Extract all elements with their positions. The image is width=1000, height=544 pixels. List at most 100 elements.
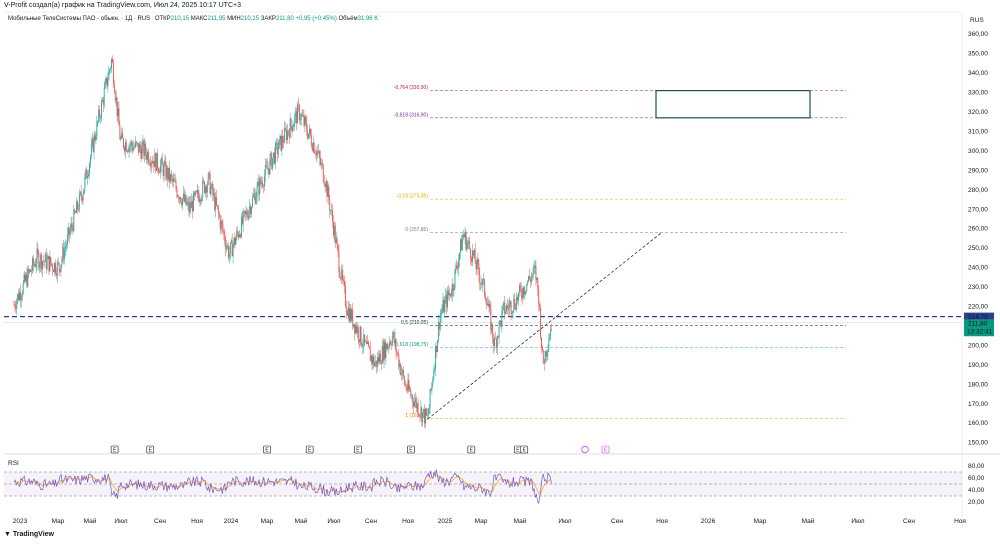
candle-body [367,341,369,346]
candle-body [270,153,272,159]
candle-body [292,126,294,132]
candle-body [141,145,143,159]
candle-body [136,142,138,144]
candle-body [59,269,61,272]
candle-body [413,401,414,407]
candle-body [131,141,133,147]
candle-body [162,164,164,176]
candle-body [26,274,28,287]
time-tick-label: Сен [611,518,623,525]
candle-body [96,121,98,138]
candle-body [54,263,56,274]
candle-body [424,408,426,424]
candle-body [364,334,366,343]
candle-body [472,250,474,256]
candle-body [334,225,336,243]
candle-body [368,345,370,349]
candle-body [31,258,33,271]
candle-body [410,390,412,396]
candle-body [35,264,37,267]
candle-body [183,193,185,202]
candle-body [210,187,212,195]
candle-body [451,284,453,296]
candle-body [193,192,195,196]
candle-body [74,209,76,213]
candle-body [295,111,297,116]
price-tick-label: 360,00 [968,31,988,38]
candle-body [118,108,120,126]
fib-levels: -0,764 (330,90) -0,618 (316,90) -0,18 (275… [4,85,962,419]
candle-body [231,239,233,257]
candle-body [394,339,396,344]
price-tick-label: 170,00 [968,401,988,408]
candle-body [550,329,552,337]
earnings-marker-label: E [523,448,527,454]
candle-body [304,117,306,126]
candle-body [86,169,88,179]
candle-body [323,181,325,186]
candle-body [126,150,128,152]
candle-body [287,130,289,133]
candle-body [202,180,204,198]
candle-body [73,209,75,231]
candle-body [391,335,393,345]
candle-body [319,151,321,158]
candle-body [182,198,183,206]
earnings-marker [263,445,271,454]
candle-body [376,360,378,367]
candle-body [215,196,217,210]
target-box [655,89,811,119]
candle-body [128,146,130,152]
candle-body [87,175,89,179]
candle-body [358,339,360,343]
candle-body [501,311,503,327]
candle-body [68,227,70,236]
candle-body [133,147,135,151]
candle-body [120,138,122,140]
candle-body [466,242,468,250]
candle-body [173,178,175,182]
candle-body [170,174,171,182]
candle-body [342,269,344,280]
candle-body [385,343,387,358]
candle-body [372,356,374,364]
candle-body [519,285,521,289]
candle-body [33,264,35,266]
candle-body [441,310,443,313]
candle-body [272,158,274,169]
candle-body [40,254,42,265]
candle-body [159,164,161,174]
dividend-marker [601,445,610,454]
candle-body [341,269,343,280]
candle-body [262,182,263,187]
dividend-marker-label: E [604,448,608,454]
candle-body [393,332,395,344]
candle-body [390,342,391,345]
candle-body [521,295,523,299]
candle-body [333,225,335,236]
candle-body [366,341,368,344]
candle-body [305,117,307,122]
candle-body [167,167,169,180]
candle-body [312,142,314,151]
fib-level-label: -0,764 (330,90) [394,85,429,91]
candle-body [373,356,375,366]
candle-body [379,353,381,364]
candle-body [112,62,114,85]
candle-body [327,186,329,197]
price-tick-label: 230,00 [968,284,988,291]
candle-body [271,153,273,169]
currency-label: RUS [970,17,984,24]
time-tick-label: Сен [154,518,166,525]
candle-body [186,203,188,205]
candle-body [243,211,245,212]
candle-body [261,182,263,184]
candle-body [168,167,170,180]
candle-body [61,258,63,265]
candle-body [452,284,454,291]
candle-body [447,290,449,308]
candle-body [297,104,298,124]
candle-body [38,253,40,268]
candle-body [114,92,116,100]
